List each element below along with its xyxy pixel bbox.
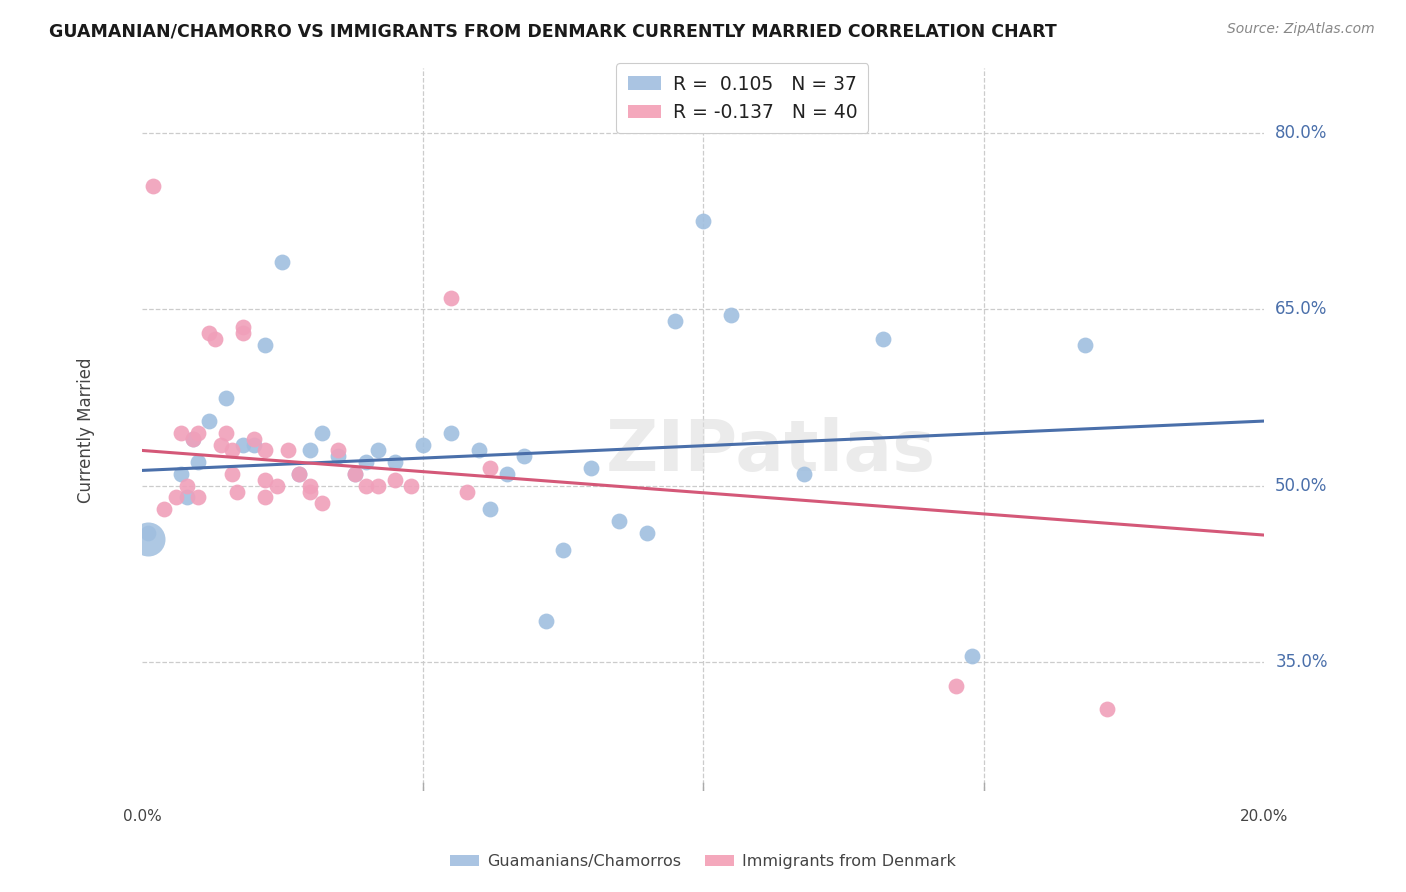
- Point: [439, 425, 461, 440]
- Point: [439, 291, 461, 305]
- Point: [181, 432, 204, 446]
- Point: [344, 467, 367, 481]
- Text: 65.0%: 65.0%: [1275, 301, 1327, 318]
- Point: [1073, 337, 1095, 351]
- Point: [136, 525, 159, 540]
- Point: [277, 443, 299, 458]
- Point: [243, 432, 266, 446]
- Point: [142, 178, 165, 193]
- Point: [495, 467, 517, 481]
- Point: [165, 491, 187, 505]
- Point: [367, 443, 389, 458]
- Point: [254, 337, 277, 351]
- Point: [288, 467, 311, 481]
- Point: [299, 479, 322, 493]
- Point: [692, 214, 714, 228]
- Point: [215, 391, 238, 405]
- Point: [176, 491, 198, 505]
- Point: [254, 491, 277, 505]
- Text: GUAMANIAN/CHAMORRO VS IMMIGRANTS FROM DENMARK CURRENTLY MARRIED CORRELATION CHAR: GUAMANIAN/CHAMORRO VS IMMIGRANTS FROM DE…: [49, 22, 1057, 40]
- Point: [534, 849, 557, 863]
- Point: [872, 332, 894, 346]
- Point: [579, 461, 602, 475]
- Point: [198, 414, 221, 428]
- Point: [170, 425, 193, 440]
- Point: [311, 425, 333, 440]
- Point: [254, 473, 277, 487]
- Text: 50.0%: 50.0%: [1275, 476, 1327, 495]
- Point: [221, 443, 243, 458]
- Point: [153, 502, 176, 516]
- Point: [232, 320, 254, 334]
- Point: [254, 443, 277, 458]
- Point: [356, 479, 378, 493]
- Text: 0.0%: 0.0%: [122, 809, 162, 824]
- Point: [136, 532, 159, 546]
- Point: [478, 502, 501, 516]
- Point: [412, 437, 434, 451]
- Text: Currently Married: Currently Married: [77, 357, 96, 502]
- Point: [187, 425, 209, 440]
- Point: [187, 455, 209, 469]
- Text: 20.0%: 20.0%: [1240, 809, 1288, 824]
- Point: [299, 443, 322, 458]
- Point: [534, 614, 557, 628]
- Point: [1095, 702, 1118, 716]
- Point: [271, 255, 294, 269]
- Point: [187, 491, 209, 505]
- Point: [328, 450, 350, 464]
- Point: [232, 437, 254, 451]
- Point: [170, 467, 193, 481]
- Point: [344, 467, 367, 481]
- Point: [311, 496, 333, 510]
- Point: [401, 479, 423, 493]
- Point: [209, 437, 232, 451]
- Text: 80.0%: 80.0%: [1275, 124, 1327, 142]
- Point: [328, 443, 350, 458]
- Point: [198, 326, 221, 340]
- Text: Source: ZipAtlas.com: Source: ZipAtlas.com: [1227, 22, 1375, 37]
- Point: [384, 473, 406, 487]
- Point: [467, 443, 489, 458]
- Legend: Guamanians/Chamorros, Immigrants from Denmark: Guamanians/Chamorros, Immigrants from De…: [444, 847, 962, 875]
- Point: [664, 314, 686, 328]
- Point: [512, 450, 534, 464]
- Text: 35.0%: 35.0%: [1275, 653, 1327, 671]
- Point: [720, 308, 742, 322]
- Point: [384, 455, 406, 469]
- Point: [607, 514, 630, 528]
- Point: [551, 543, 574, 558]
- Point: [221, 467, 243, 481]
- Point: [299, 484, 322, 499]
- Legend: R =  0.105   N = 37, R = -0.137   N = 40: R = 0.105 N = 37, R = -0.137 N = 40: [616, 63, 869, 133]
- Point: [512, 855, 534, 869]
- Point: [945, 679, 967, 693]
- Point: [181, 432, 204, 446]
- Point: [636, 525, 658, 540]
- Point: [232, 326, 254, 340]
- Point: [204, 332, 226, 346]
- Point: [288, 467, 311, 481]
- Point: [215, 425, 238, 440]
- Point: [793, 467, 815, 481]
- Point: [266, 479, 288, 493]
- Point: [176, 479, 198, 493]
- Point: [356, 455, 378, 469]
- Point: [456, 484, 478, 499]
- Point: [962, 649, 984, 664]
- Text: ZIPatlas: ZIPatlas: [606, 417, 935, 486]
- Point: [367, 479, 389, 493]
- Point: [478, 461, 501, 475]
- Point: [243, 437, 266, 451]
- Point: [226, 484, 249, 499]
